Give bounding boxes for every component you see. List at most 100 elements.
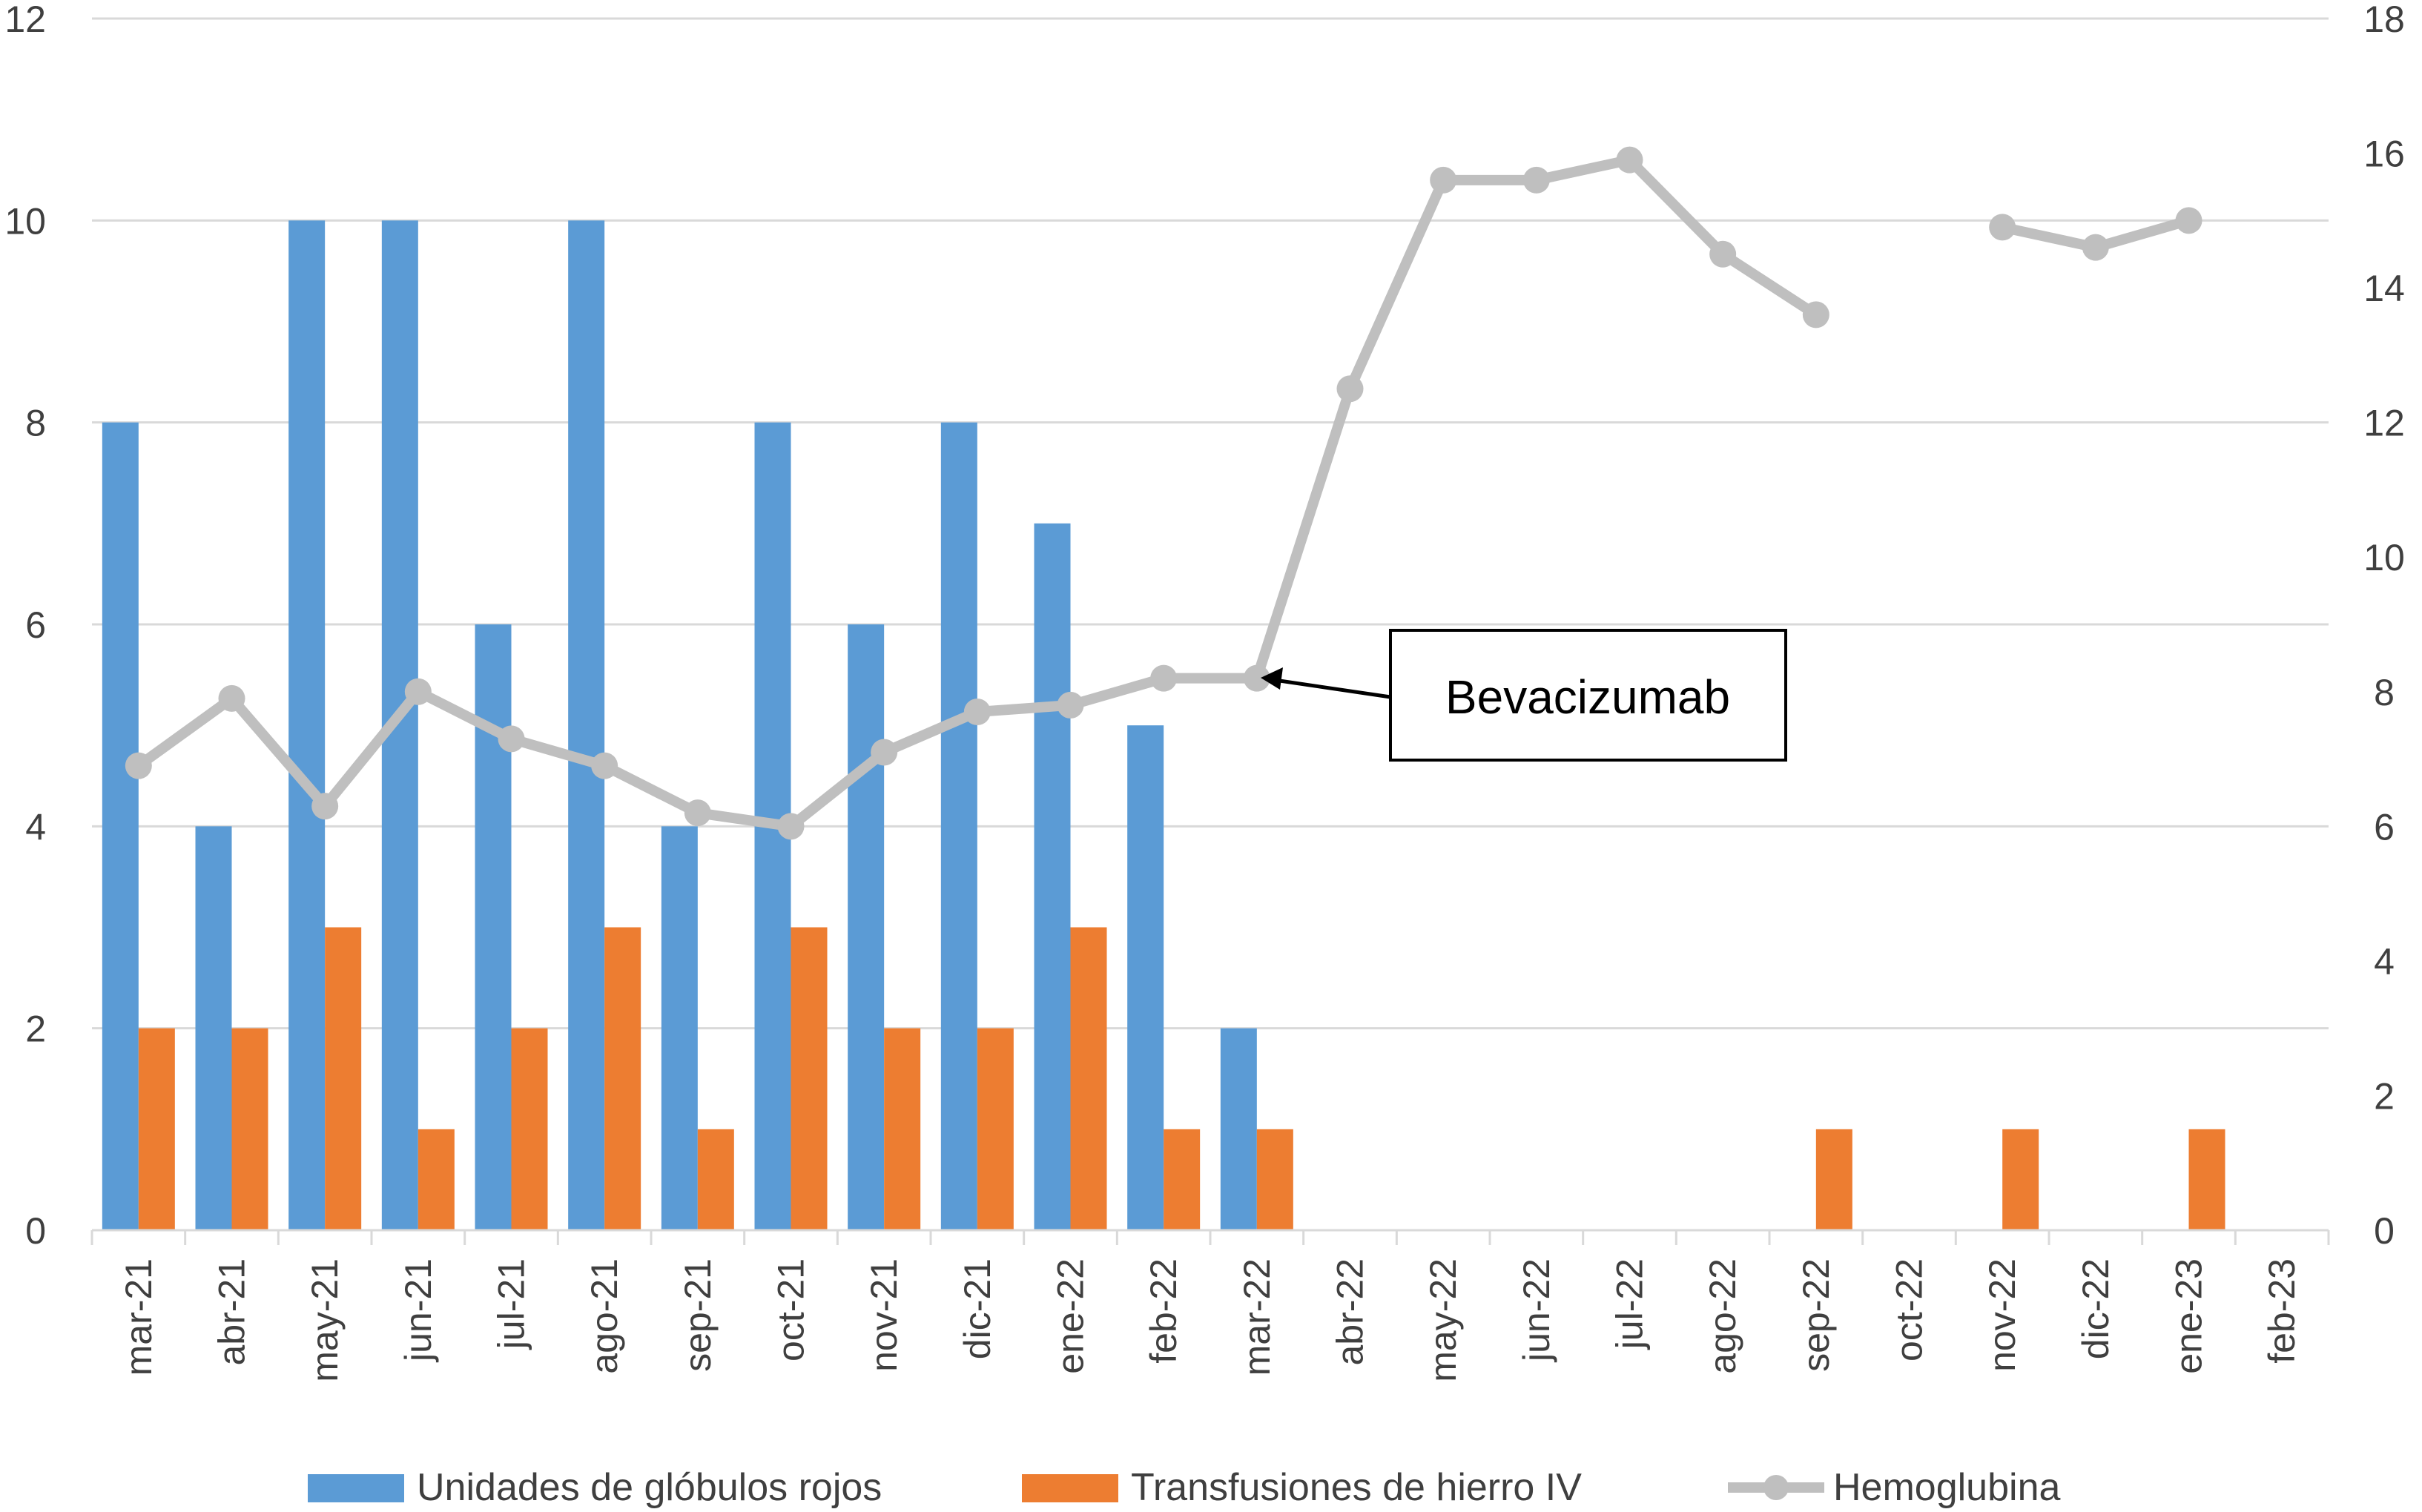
x-tick-label: mar-21	[118, 1258, 159, 1376]
bar-hierro-iv	[231, 1028, 268, 1230]
hemoglobin-point	[684, 799, 711, 827]
hemoglobin-point	[218, 684, 245, 712]
hemoglobin-line	[125, 146, 2202, 840]
hemoglobin-point	[591, 752, 618, 779]
hemoglobin-point	[1336, 375, 1364, 403]
hemoglobin-point	[2082, 234, 2109, 261]
hemoglobin-point	[1243, 664, 1270, 692]
legend-swatch-hb-marker	[1763, 1475, 1789, 1500]
hemoglobin-point	[871, 739, 898, 766]
hemoglobin-point	[1616, 146, 1643, 174]
right-tick-label: 10	[2363, 537, 2405, 578]
left-tick-label: 4	[25, 806, 46, 848]
bar-globulos-rojos	[195, 826, 232, 1230]
x-tick-label: mar-22	[1236, 1258, 1278, 1376]
bar-hierro-iv	[325, 927, 362, 1230]
bar-hierro-iv	[511, 1028, 548, 1230]
right-tick-label: 2	[2374, 1075, 2395, 1117]
legend-label-hb: Hemoglubina	[1833, 1466, 2060, 1509]
hemoglobin-point	[963, 699, 991, 726]
x-tick-label: feb-23	[2261, 1258, 2303, 1364]
right-axis-ticks: 0 2 4 6 8 10 12 14 16 18	[2363, 0, 2405, 1252]
annotation: Bevacizumab	[1261, 629, 1787, 762]
hemoglobin-point	[1057, 691, 1084, 719]
x-tick-label: dic-22	[2075, 1258, 2116, 1359]
right-tick-label: 14	[2363, 268, 2405, 309]
hemoglobin-point	[777, 813, 805, 840]
x-tick-label: ago-21	[584, 1258, 625, 1374]
hemoglobin-point	[1150, 664, 1178, 692]
hemoglobin-point	[1709, 240, 1737, 268]
right-tick-label: 0	[2374, 1210, 2395, 1252]
legend: Unidades de glóbulos rojos Transfusiones…	[308, 1466, 2060, 1509]
x-tick-label: ene-23	[2168, 1258, 2210, 1374]
left-tick-label: 0	[25, 1210, 46, 1252]
bar-hierro-iv	[2002, 1129, 2039, 1230]
left-tick-label: 2	[25, 1008, 46, 1050]
gridlines	[92, 17, 2329, 1030]
x-axis: mar-21 abr-21 may-21 jun-21 jul-21 ago-21 sep-…	[90, 1229, 2330, 1382]
bar-globulos-rojos	[288, 220, 326, 1230]
hemoglobin-point	[125, 752, 152, 779]
x-tick-label: jul-22	[1609, 1258, 1651, 1350]
bar-globulos-rojos	[1220, 1028, 1257, 1230]
hemoglobin-point	[1522, 166, 1550, 194]
left-tick-label: 8	[25, 403, 46, 444]
bar-hierro-iv	[418, 1129, 455, 1230]
x-tick-label: oct-22	[1889, 1258, 1930, 1361]
x-tick-label: feb-22	[1143, 1258, 1184, 1364]
x-tick-label: sep-22	[1795, 1258, 1837, 1372]
x-tick-label: nov-21	[863, 1258, 905, 1372]
right-tick-label: 4	[2374, 941, 2395, 983]
x-tick-label: ago-22	[1702, 1258, 1743, 1374]
bar-globulos-rojos	[661, 826, 698, 1230]
right-tick-label: 12	[2363, 403, 2405, 444]
annotation-arrowhead	[1261, 667, 1283, 690]
left-tick-label: 10	[4, 200, 46, 242]
hemoglobin-point	[1802, 301, 1829, 329]
right-tick-label: 6	[2374, 806, 2395, 848]
bar-hierro-iv	[1815, 1129, 1852, 1230]
left-tick-label: 6	[25, 604, 46, 646]
x-tick-label: oct-21	[771, 1258, 812, 1361]
x-tick-label: jul-21	[491, 1258, 532, 1350]
hemoglobin-point	[1989, 214, 2016, 241]
hemoglobin-point	[404, 678, 432, 705]
hemoglobin-point	[311, 793, 339, 820]
legend-swatch-rbc	[308, 1474, 404, 1502]
x-tick-label: jun-21	[397, 1258, 439, 1363]
bar-globulos-rojos	[102, 422, 139, 1230]
right-tick-label: 18	[2363, 0, 2405, 40]
x-tick-label: may-22	[1422, 1258, 1464, 1382]
x-tick-label: ene-22	[1050, 1258, 1092, 1374]
bar-hierro-iv	[791, 927, 828, 1230]
right-tick-label: 8	[2374, 672, 2395, 713]
bars	[102, 220, 2225, 1230]
x-tick-label: jun-22	[1516, 1258, 1557, 1363]
bar-hierro-iv	[604, 927, 641, 1230]
left-tick-label: 12	[4, 0, 46, 40]
x-tick-label: nov-22	[1982, 1258, 2023, 1372]
left-axis-ticks: 0 2 4 6 8 10 12	[4, 0, 46, 1252]
bar-hierro-iv	[697, 1129, 734, 1230]
bar-hierro-iv	[138, 1028, 175, 1230]
bar-globulos-rojos	[1127, 725, 1164, 1230]
legend-label-rbc: Unidades de glóbulos rojos	[417, 1466, 882, 1509]
x-tick-label: may-21	[304, 1258, 346, 1382]
bar-hierro-iv	[1256, 1129, 1293, 1230]
hemoglobin-point	[2175, 207, 2202, 234]
hemoglobin-point	[1430, 166, 1457, 194]
legend-swatch-iron	[1022, 1474, 1118, 1502]
bar-hierro-iv	[884, 1028, 921, 1230]
bar-globulos-rojos	[1034, 523, 1071, 1230]
x-tick-label: abr-21	[211, 1258, 253, 1366]
annotation-box	[1389, 629, 1787, 762]
x-tick-label: sep-21	[677, 1258, 719, 1372]
hemoglobin-point	[498, 725, 525, 753]
annotation-arrow	[1269, 677, 1391, 699]
bar-globulos-rojos	[475, 624, 512, 1230]
legend-label-iron: Transfusiones de hierro IV	[1131, 1466, 1582, 1509]
x-tick-label: abr-22	[1330, 1258, 1371, 1366]
bar-globulos-rojos	[568, 220, 605, 1230]
